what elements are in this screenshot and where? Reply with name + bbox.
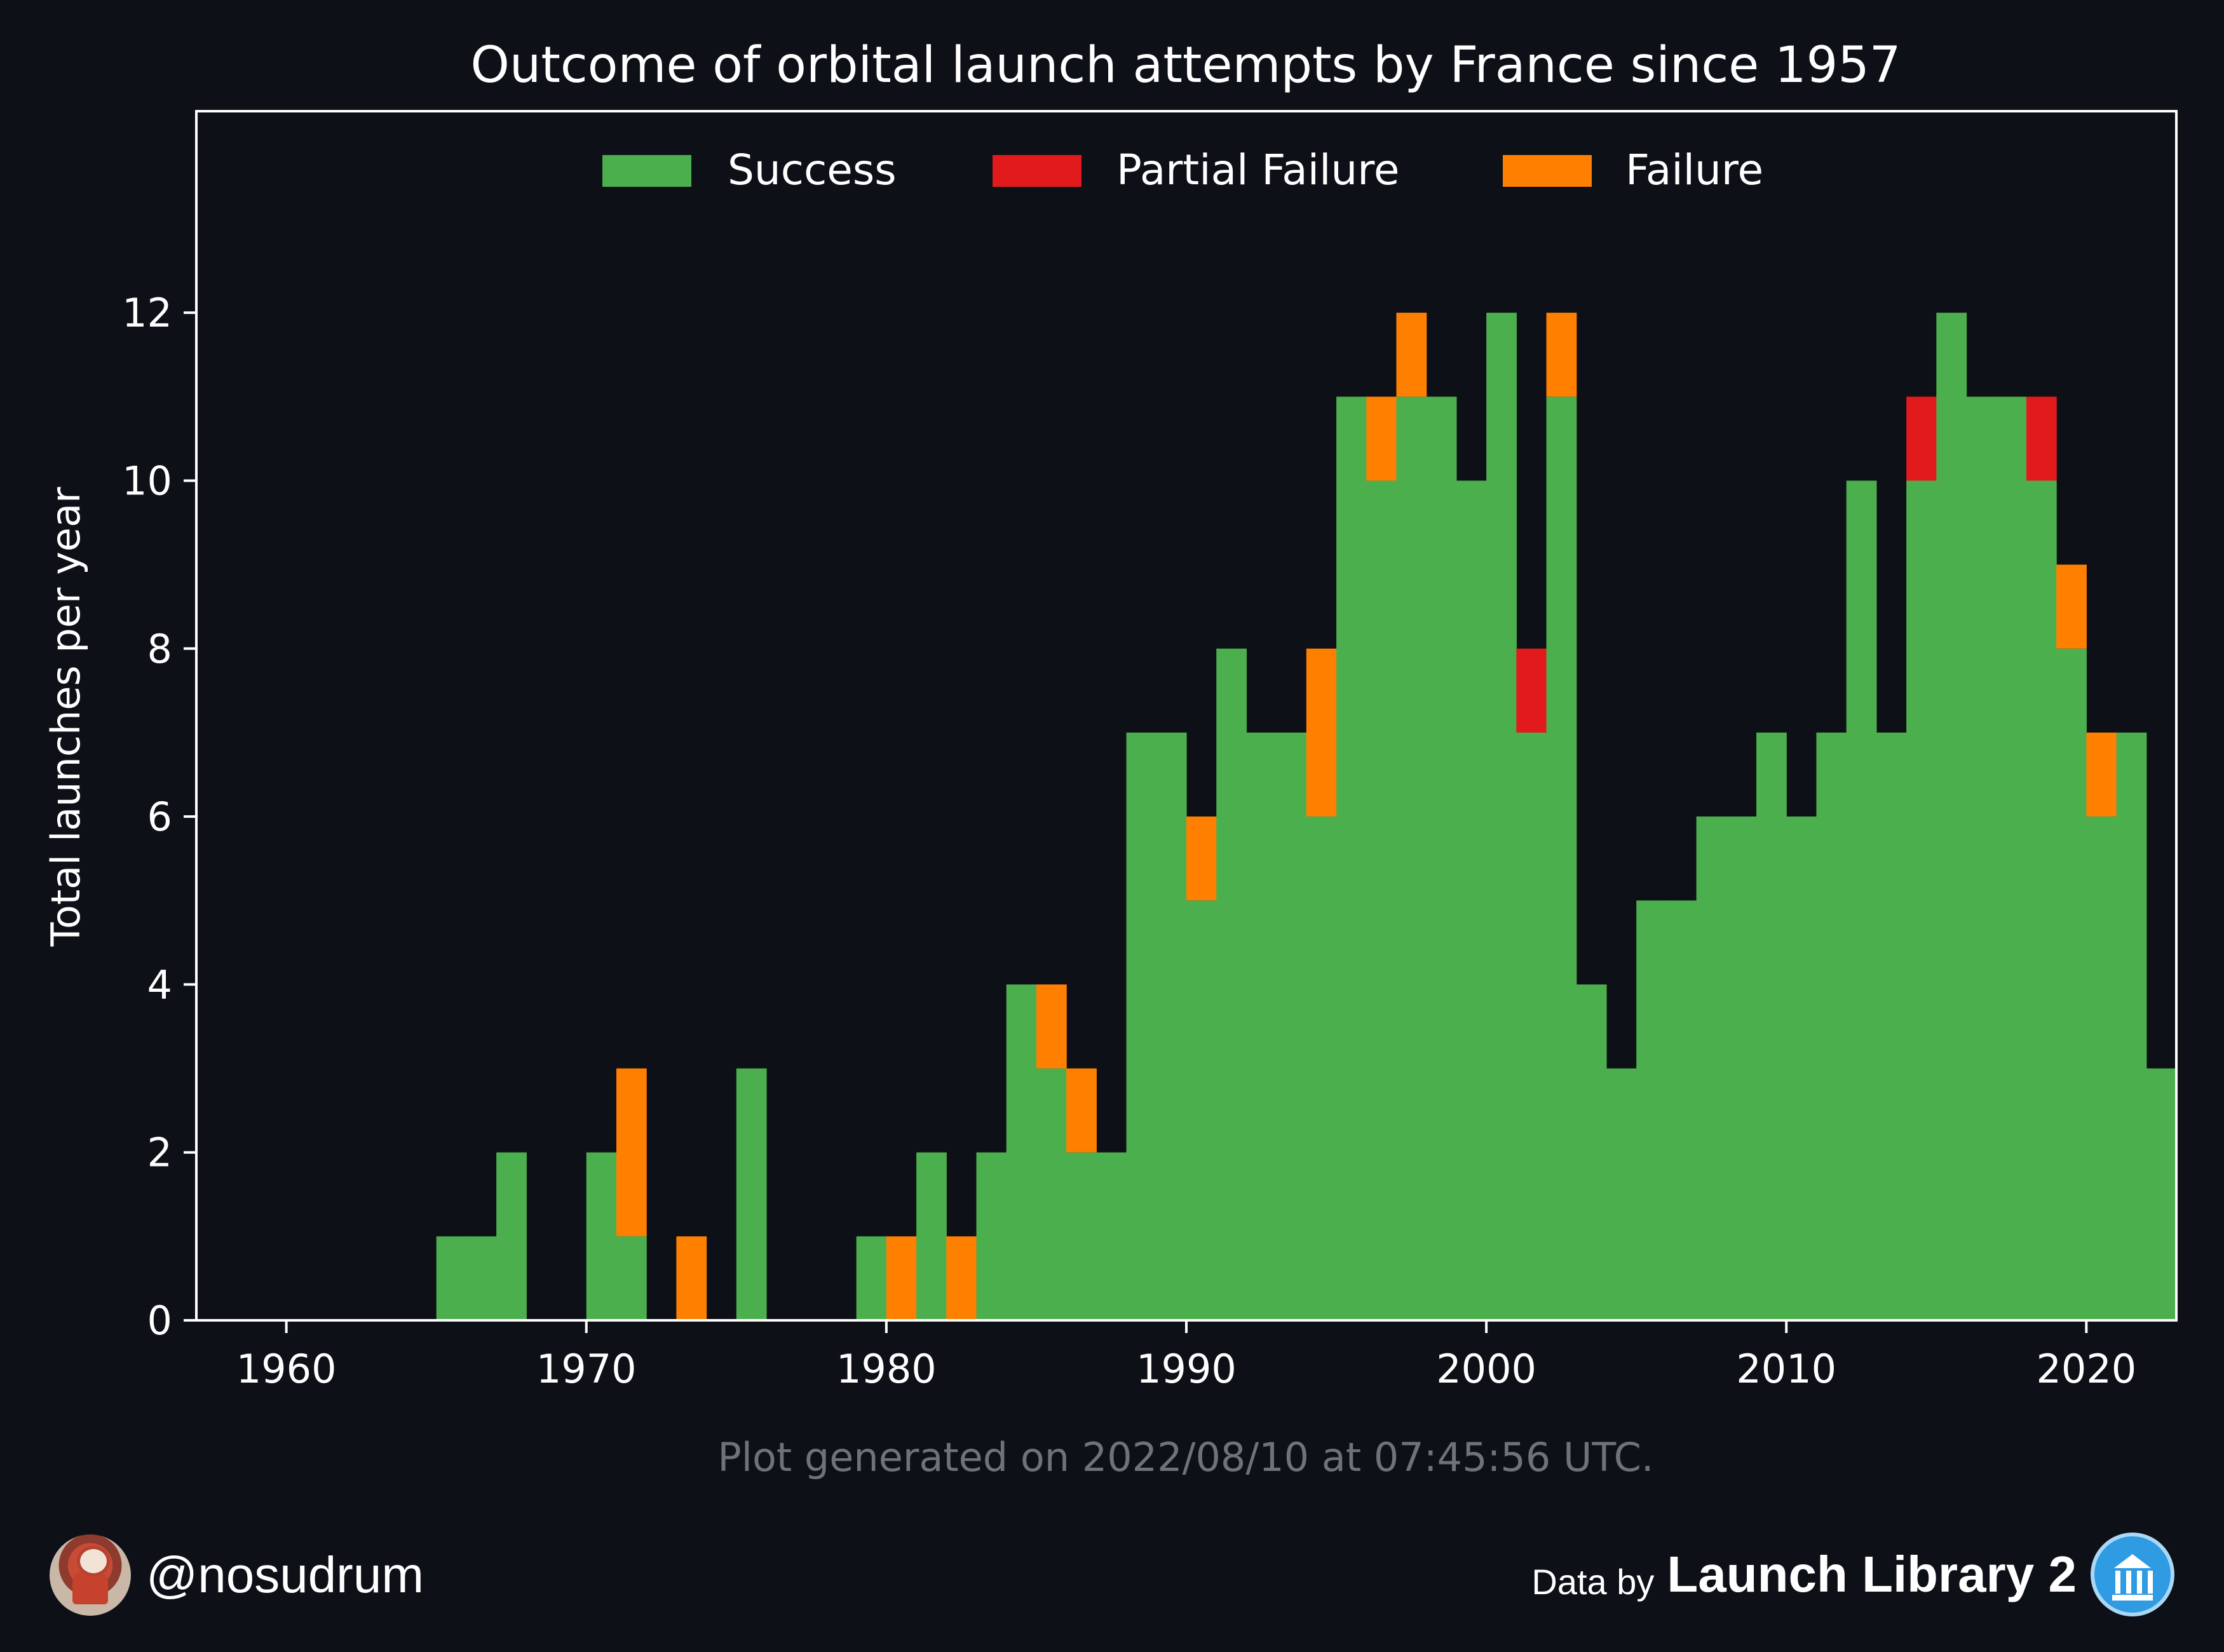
bar-success-1986 <box>1066 1152 1097 1320</box>
museum-icon <box>2091 1533 2174 1616</box>
x-tick-label-2000: 2000 <box>1436 1346 1536 1392</box>
bar-failure-1996 <box>1366 396 1397 481</box>
chart-title: Outcome of orbital launch attempts by Fr… <box>470 37 1901 94</box>
bar-success-1992 <box>1246 732 1277 1320</box>
author-credit: @nosudrum <box>50 1534 424 1616</box>
bar-success-1985 <box>1036 1068 1067 1320</box>
y-tick-label-8: 8 <box>147 626 172 672</box>
legend-swatch-partial-failure <box>993 155 1081 187</box>
x-tick-label-1960: 1960 <box>236 1346 337 1392</box>
y-tick-label-6: 6 <box>147 794 172 840</box>
bar-success-1981 <box>916 1152 947 1320</box>
x-tick-label-2020: 2020 <box>2036 1346 2136 1392</box>
bar-success-1988 <box>1126 732 1157 1320</box>
bar-failure-2020 <box>2086 732 2117 817</box>
bar-success-1995 <box>1336 396 1367 1320</box>
bars <box>436 313 2177 1320</box>
plot-generated-note: Plot generated on 2022/08/10 at 07:45:56… <box>717 1434 1653 1480</box>
bar-success-2012 <box>1846 480 1877 1320</box>
y-axis-label: Total launches per year <box>43 487 89 947</box>
bar-success-2006 <box>1666 900 1697 1320</box>
x-tick-label-2010: 2010 <box>1736 1346 1836 1392</box>
bar-success-2011 <box>1816 732 1847 1320</box>
x-tick-label-1990: 1990 <box>1136 1346 1237 1392</box>
y-tick-label-4: 4 <box>147 961 172 1008</box>
bar-success-1970 <box>586 1152 617 1320</box>
bar-success-1983 <box>976 1152 1007 1320</box>
bar-success-2014 <box>1906 480 1937 1320</box>
bar-success-2015 <box>1936 313 1967 1320</box>
bar-failure-1990 <box>1186 816 1217 901</box>
y-tick-label-12: 12 <box>122 290 172 336</box>
x-axis: 1960 1970 1980 1990 2000 2010 2020 <box>236 1320 2136 1392</box>
bar-success-1998 <box>1426 396 1457 1320</box>
legend-swatch-success <box>602 155 691 187</box>
bar-failure-2019 <box>2056 564 2087 649</box>
bar-success-2005 <box>1636 900 1667 1320</box>
bar-failure-1985 <box>1036 984 1067 1069</box>
bar-success-2017 <box>1996 396 2027 1320</box>
bar-failure-1971 <box>616 1068 647 1236</box>
bar-success-1997 <box>1396 396 1427 1320</box>
bar-success-1996 <box>1366 480 1397 1320</box>
bar-failure-1986 <box>1066 1068 1097 1153</box>
bar-success-2003 <box>1576 984 1607 1320</box>
bar-success-1987 <box>1096 1152 1127 1320</box>
bar-success-1999 <box>1456 480 1487 1320</box>
bar-failure-1994 <box>1306 648 1337 817</box>
y-tick-label-0: 0 <box>147 1297 172 1344</box>
bar-success-1975 <box>736 1068 767 1320</box>
y-axis: 0 2 4 6 8 10 12 <box>122 290 196 1344</box>
bar-success-2013 <box>1876 732 1907 1320</box>
legend-label-partial-failure: Partial Failure <box>1116 146 1400 194</box>
legend-label-success: Success <box>728 146 897 194</box>
data-by-label: Data by <box>1531 1561 1655 1602</box>
data-source-name: Launch Library 2 <box>1667 1546 2077 1602</box>
bar-success-1966 <box>466 1236 497 1320</box>
bar-failure-1997 <box>1396 313 1427 397</box>
bar-success-2010 <box>1786 816 1817 1320</box>
data-source-credit: Data by Launch Library 2 <box>1531 1533 2174 1616</box>
bar-success-2020 <box>2086 816 2117 1320</box>
bar-success-1993 <box>1276 732 1307 1320</box>
bar-success-1994 <box>1306 816 1337 1320</box>
bar-success-1990 <box>1186 900 1217 1320</box>
y-tick-label-2: 2 <box>147 1130 172 1176</box>
bar-success-2004 <box>1606 1068 1637 1320</box>
bar-success-2008 <box>1726 816 1757 1320</box>
y-tick-label-10: 10 <box>122 457 172 504</box>
bar-success-1967 <box>496 1152 527 1320</box>
astronaut-avatar-icon <box>50 1534 131 1616</box>
bar-success-2016 <box>1966 396 1997 1320</box>
bar-success-2002 <box>1546 396 1577 1320</box>
bar-success-1971 <box>616 1236 647 1320</box>
bar-success-2019 <box>2056 648 2087 1320</box>
bar-partial-failure-2014 <box>1906 396 1937 481</box>
bar-partial-failure-2018 <box>2026 396 2057 481</box>
x-tick-label-1970: 1970 <box>536 1346 637 1392</box>
bar-success-1984 <box>1006 984 1037 1320</box>
bar-success-2000 <box>1486 313 1517 1320</box>
bar-success-1979 <box>856 1236 887 1320</box>
bar-partial-failure-2001 <box>1516 648 1547 733</box>
bar-success-1965 <box>436 1236 467 1320</box>
legend-swatch-failure <box>1503 155 1592 187</box>
bar-success-2018 <box>2026 480 2057 1320</box>
bar-success-2009 <box>1756 732 1787 1320</box>
bar-success-2007 <box>1696 816 1727 1320</box>
bar-failure-2002 <box>1546 313 1577 397</box>
legend: Success Partial Failure Failure <box>602 146 1763 194</box>
legend-label-failure: Failure <box>1625 146 1763 194</box>
bar-success-2022 <box>2146 1068 2177 1320</box>
x-tick-label-1980: 1980 <box>836 1346 937 1392</box>
bar-failure-1980 <box>886 1236 917 1320</box>
bar-failure-1982 <box>946 1236 977 1320</box>
bar-success-2021 <box>2116 732 2147 1320</box>
bar-failure-1973 <box>676 1236 707 1320</box>
bar-success-1989 <box>1156 732 1187 1320</box>
author-handle: @nosudrum <box>146 1547 424 1603</box>
bar-success-1991 <box>1216 648 1247 1320</box>
bar-success-2001 <box>1516 732 1547 1320</box>
